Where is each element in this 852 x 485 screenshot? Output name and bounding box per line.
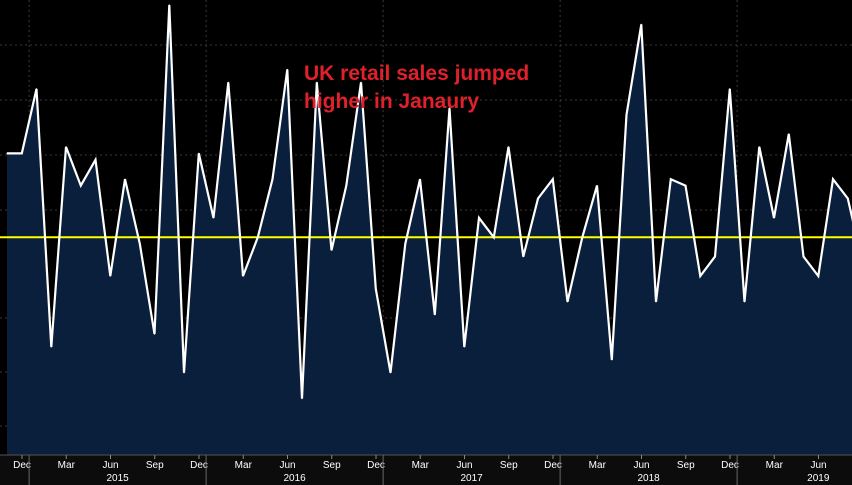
x-tick-label-18: Jun (810, 460, 826, 471)
x-tick-label-2: Jun (102, 460, 118, 471)
data-point-8 (124, 178, 126, 180)
data-point-28 (419, 178, 421, 180)
year-label-4: 2019 (807, 473, 830, 484)
data-point-51 (758, 146, 760, 148)
x-tick-label-8: Dec (367, 460, 385, 471)
x-tick-label-5: Mar (235, 460, 253, 471)
x-tick-label-11: Sep (500, 460, 518, 471)
data-point-45 (670, 178, 672, 180)
data-point-3 (50, 346, 52, 348)
x-tick-label-1: Mar (58, 460, 76, 471)
x-tick-label-6: Jun (279, 460, 295, 471)
data-point-50 (743, 301, 746, 303)
x-tick-label-7: Sep (323, 460, 341, 471)
data-point-6 (94, 159, 97, 161)
data-point-29 (434, 314, 436, 316)
annotation-line-1: UK retail sales jumped (304, 62, 530, 85)
data-point-12 (183, 372, 185, 374)
data-point-44 (655, 301, 657, 303)
data-point-15 (227, 81, 229, 83)
year-label-1: 2016 (283, 473, 306, 484)
data-point-40 (596, 185, 598, 187)
data-point-36 (537, 197, 539, 200)
x-tick-label-3: Sep (146, 460, 164, 471)
data-point-14 (212, 217, 215, 219)
chart-annotation: UK retail sales jumped higher in Janaury (304, 60, 604, 116)
data-point-52 (773, 217, 775, 219)
data-point-17 (257, 236, 259, 238)
data-point-1 (21, 152, 23, 154)
data-point-20 (301, 397, 303, 400)
data-point-54 (802, 256, 805, 258)
x-axis: Dec Mar Jun Sep Dec Mar Jun Sep Dec Mar Jun Sep Dec M… (0, 454, 852, 485)
year-label-3: 2018 (637, 473, 660, 484)
year-label-2: 2017 (460, 473, 483, 484)
data-point-42 (625, 114, 628, 116)
data-point-31 (463, 346, 465, 348)
data-point-26 (389, 372, 392, 374)
data-point-37 (552, 178, 554, 180)
data-point-48 (714, 256, 716, 258)
data-point-53 (788, 133, 790, 135)
data-point-21 (316, 81, 318, 83)
x-tick-label-17: Mar (766, 460, 784, 471)
data-point-7 (109, 275, 111, 277)
year-label-0: 2015 (106, 473, 129, 484)
data-point-34 (507, 146, 510, 148)
x-tick-label-9: Mar (412, 460, 430, 471)
data-point-41 (611, 359, 613, 361)
data-point-46 (684, 185, 687, 187)
data-point-2 (35, 88, 38, 90)
data-point-47 (699, 275, 701, 277)
annotation-line-2: higher in Janaury (304, 90, 480, 113)
data-point-16 (242, 275, 244, 277)
data-point-18 (271, 178, 274, 180)
x-tick-label-10: Jun (456, 460, 472, 471)
data-point-30 (448, 107, 451, 109)
data-point-11 (168, 4, 170, 6)
x-tick-label-13: Mar (589, 460, 607, 471)
x-tick-label-14: Jun (633, 460, 649, 471)
data-point-35 (522, 256, 524, 258)
data-point-25 (375, 288, 377, 290)
data-point-19 (286, 68, 288, 71)
data-point-55 (817, 275, 819, 277)
data-point-5 (80, 185, 82, 187)
data-point-13 (198, 152, 200, 154)
data-point-0 (6, 152, 8, 154)
x-tick-label-16: Dec (721, 460, 739, 471)
data-point-32 (478, 217, 480, 219)
data-point-27 (404, 243, 406, 245)
x-tick-label-0: Dec (13, 460, 31, 471)
data-point-33 (493, 236, 495, 238)
data-point-22 (330, 249, 333, 251)
data-point-9 (139, 243, 141, 245)
data-point-23 (345, 185, 347, 187)
data-point-57 (847, 197, 849, 200)
series-layer (0, 4, 852, 455)
data-point-4 (65, 146, 67, 148)
data-point-56 (832, 178, 834, 180)
series-area (7, 5, 852, 455)
data-point-24 (360, 81, 362, 83)
x-tick-label-15: Sep (677, 460, 695, 471)
x-axis-band (0, 455, 852, 485)
x-tick-label-4: Dec (190, 460, 208, 471)
data-point-43 (640, 23, 642, 25)
data-point-49 (729, 88, 731, 90)
x-tick-label-12: Dec (544, 460, 562, 471)
data-point-10 (153, 333, 156, 335)
data-point-39 (581, 236, 583, 238)
data-point-38 (566, 301, 569, 303)
